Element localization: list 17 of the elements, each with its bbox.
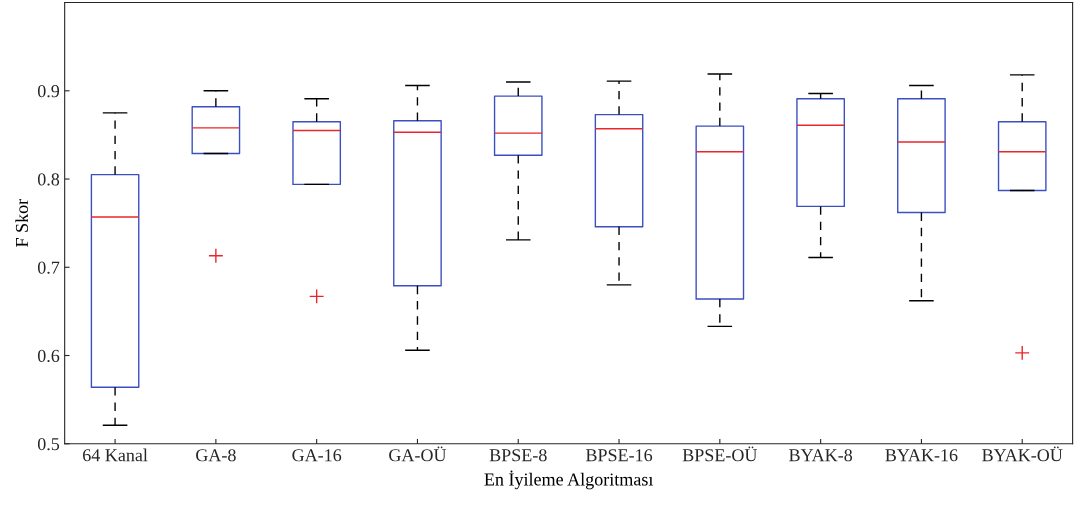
y-tick-label: 0.6 (37, 349, 60, 363)
y-tick-label: 0.7 (37, 261, 60, 274)
x-tick-label: BPSE-OÜ (682, 446, 758, 462)
x-tick-label: BYAK-16 (885, 449, 958, 462)
x-tick-label: GA-16 (292, 449, 342, 462)
y-axis-title: F Skor (15, 198, 29, 247)
x-tick-label: 64 Kanal (83, 448, 148, 462)
y-tick-label: 0.8 (37, 173, 60, 186)
y-tick-label: 0.9 (37, 85, 60, 98)
x-tick-label: GA-OÜ (389, 446, 447, 462)
x-tick-label: BYAK-OÜ (982, 446, 1063, 462)
x-tick-label: BYAK-8 (789, 449, 853, 462)
x-tick-label: BPSE-8 (489, 449, 547, 462)
x-axis-title: En İyileme Algoritması (484, 470, 654, 490)
x-tick-label: GA-8 (196, 449, 236, 462)
x-tick-label: BPSE-16 (585, 449, 653, 462)
y-tick-label: 0.5 (37, 438, 60, 451)
